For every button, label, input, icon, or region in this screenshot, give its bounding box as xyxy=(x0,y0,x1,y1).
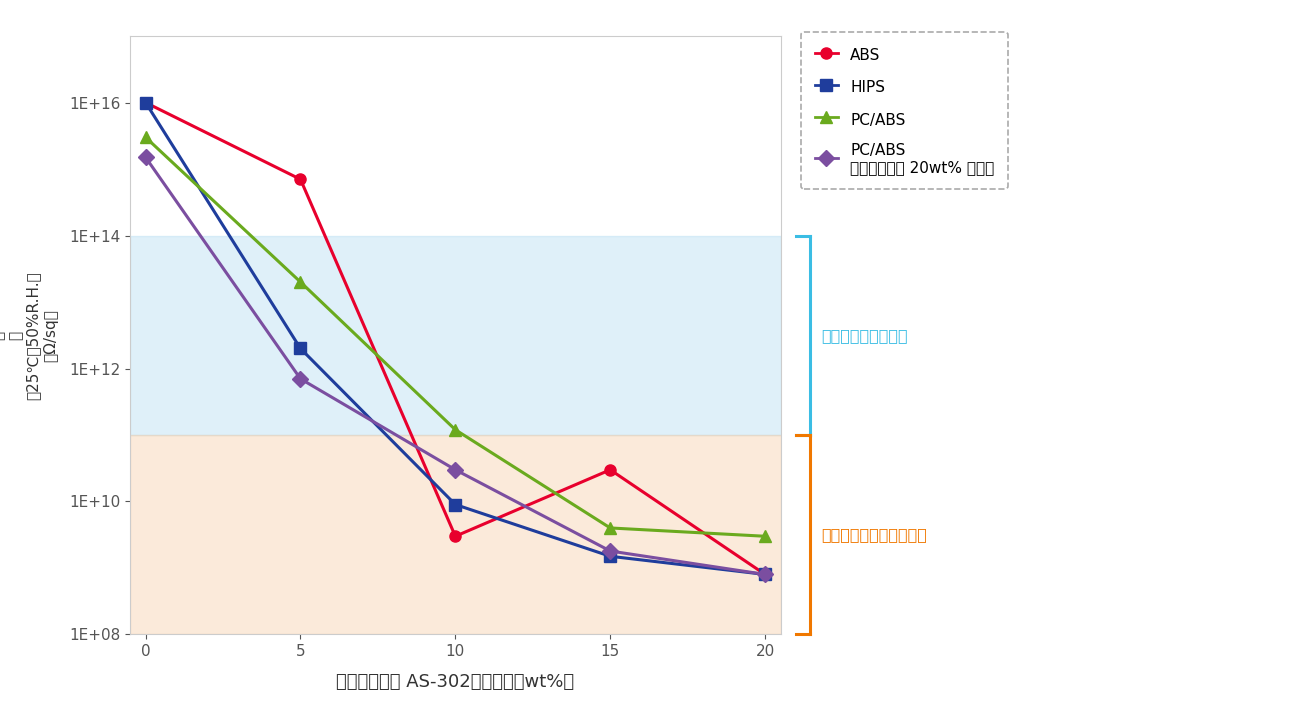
Text: 静電気スパーク防止用途: 静電気スパーク防止用途 xyxy=(822,527,928,542)
Legend: ABS, HIPS, PC/ABS, PC/ABS
（ガラス繊維 20wt% 配合）: ABS, HIPS, PC/ABS, PC/ABS （ガラス繊維 20wt% 配… xyxy=(801,32,1008,189)
X-axis label: アデカスタブ AS-302の添加量［wt%］: アデカスタブ AS-302の添加量［wt%］ xyxy=(336,673,575,691)
Y-axis label: 表
面
抵
抗
率
（25℃，50%R.H.）
［Ω/sq］: 表 面 抵 抗 率 （25℃，50%R.H.） ［Ω/sq］ xyxy=(0,271,57,399)
Text: ほこり付着防止用途: ほこり付着防止用途 xyxy=(822,328,908,342)
Bar xyxy=(130,435,781,634)
Bar xyxy=(130,236,781,435)
